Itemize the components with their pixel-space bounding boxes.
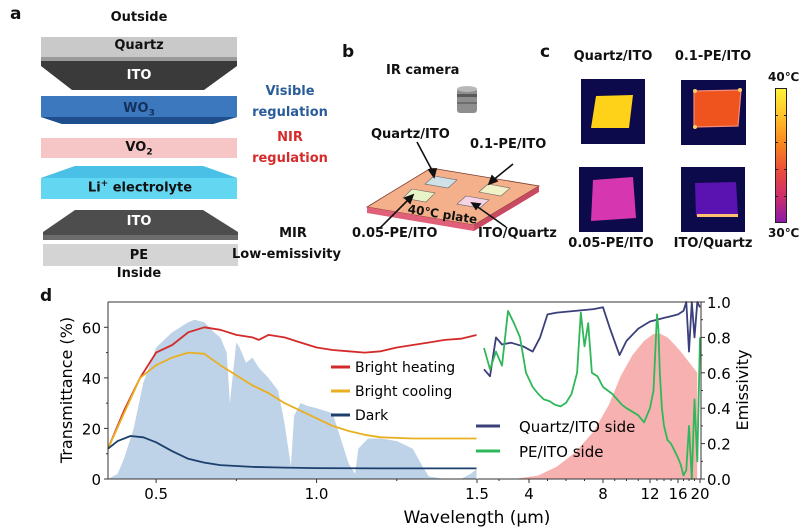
camera-icon	[457, 86, 477, 113]
ito-bottom-label: ITO	[126, 214, 152, 229]
y-axis-label-left: Transmittance (%)	[57, 317, 76, 464]
arrow-01-pe-ito	[491, 163, 514, 182]
x-tick-label-left: 0.5	[144, 485, 168, 503]
y-tick-label-left: 40	[82, 370, 101, 388]
visible-annotation-2: regulation	[252, 105, 328, 120]
sample-label-ito-quartz: ITO/Quartz	[478, 226, 557, 241]
thermal-image-01-pe-ito	[681, 80, 746, 145]
arrow-ito-quartz	[474, 204, 507, 228]
series-line-dark	[107, 435, 477, 470]
y-tick-label-left: 20	[82, 420, 101, 438]
nir-annotation-1: NIR	[277, 130, 303, 145]
y-tick-label-right: 0.0	[707, 471, 731, 489]
y-tick-label-left: 0	[91, 471, 101, 489]
legend-label: PE/ITO side	[519, 443, 603, 461]
outside-label: Outside	[110, 10, 168, 25]
y-tick-label-left: 60	[82, 319, 101, 337]
sample-label-01-pe-ito: 0.1-PE/ITO	[470, 137, 547, 152]
y-tick-label-right: 0.2	[707, 436, 731, 454]
sample-01-pe-ito	[478, 183, 511, 197]
hot-plate-side-right	[474, 186, 539, 231]
li-superscript: +	[100, 179, 109, 189]
arrow-005-pe-ito	[379, 197, 411, 229]
ito-top-layer	[41, 61, 237, 90]
nir-annotation-2: regulation	[252, 151, 328, 166]
temperature-colorbar	[775, 88, 787, 223]
thermal-image-ito-quartz	[681, 167, 745, 232]
thermal-label-quartz-ito: Quartz/ITO	[573, 49, 653, 64]
y-tick-label-right: 0.6	[707, 365, 731, 383]
series-line-bright-cooling	[107, 351, 477, 450]
sample-label-005-pe-ito: 0.05-PE/ITO	[352, 226, 438, 241]
thermal-label-ito-quartz: ITO/Quartz	[673, 236, 753, 251]
colorbar-max-label: 40℃	[768, 70, 800, 84]
series-line-pe-ito-side	[483, 309, 701, 480]
ito-top-label: ITO	[126, 68, 152, 83]
wo3-text: WO	[123, 101, 149, 116]
ir-setup-diagram	[365, 86, 541, 231]
thermal-label-01-pe-ito: 0.1-PE/ITO	[674, 49, 752, 64]
legend-label: Quartz/ITO side	[519, 418, 635, 436]
series-line-bright-heating	[107, 326, 478, 450]
blackbody-radiation-area	[484, 333, 698, 479]
wo3-label: WO3	[89, 101, 189, 119]
wo3-subscript: 3	[148, 108, 155, 119]
x-tick-label-left: 1.5	[465, 485, 489, 503]
x-tick-label-right: 12	[640, 485, 659, 503]
layer-stack-diagram	[41, 37, 238, 266]
panel-b-letter: b	[342, 42, 355, 62]
y-tick-label-right: 1.0	[707, 294, 731, 312]
sample-quartz-ito	[424, 175, 458, 189]
pe-layer	[43, 244, 238, 266]
thermal-label-005-pe-ito: 0.05-PE/ITO	[568, 236, 654, 251]
panel-a-letter: a	[10, 4, 22, 24]
y-axis-label-right: Emissivity	[733, 350, 752, 431]
li-text: Li	[87, 180, 101, 196]
vo2-text: VO	[125, 140, 147, 155]
wo3-layer-shadow	[41, 117, 237, 124]
vo2-subscript: 2	[146, 147, 153, 158]
ito-bottom-layer	[43, 210, 238, 240]
quartz-edge	[41, 57, 237, 61]
hot-plate-side-front	[367, 207, 474, 231]
electrolyte-text: electrolyte	[108, 180, 193, 196]
legend-label: Bright cooling	[355, 384, 452, 400]
thermal-image-005-pe-ito	[579, 167, 643, 232]
x-tick-label-right: 4	[524, 485, 534, 503]
panel-c-letter: c	[540, 42, 551, 62]
x-axis-label: Wavelength (μm)	[404, 508, 551, 528]
ir-camera-label: IR camera	[386, 63, 460, 78]
arrow-quartz-ito	[416, 141, 435, 175]
series-line-quartz-ito-side	[483, 301, 701, 378]
inside-label: Inside	[116, 266, 162, 281]
mir-annotation-2: Low-emissivity	[232, 247, 341, 262]
thermal-images	[579, 79, 746, 232]
y-tick-label-right: 0.8	[707, 329, 731, 347]
x-tick-label-left: 1.0	[305, 485, 329, 503]
pe-label: PE	[129, 248, 149, 263]
x-tick-label-right: 8	[598, 485, 608, 503]
vo2-layer	[41, 138, 237, 158]
thermal-image-quartz-ito	[581, 79, 645, 144]
electrolyte-top	[41, 166, 237, 178]
legend-label: Bright heating	[355, 360, 455, 376]
y-tick-label-right: 0.4	[707, 400, 731, 418]
legend-label: Dark	[355, 408, 389, 424]
quartz-label: Quartz	[114, 38, 164, 53]
vo2-label: VO2	[89, 140, 189, 158]
ito-bottom-edge	[43, 235, 238, 240]
mir-annotation-1: MIR	[279, 226, 307, 241]
electrolyte-label: Li+ electrolyte	[60, 179, 220, 195]
colorbar-ticks	[775, 88, 787, 223]
sample-label-quartz-ito: Quartz/ITO	[371, 127, 450, 142]
x-tick-label-right: 20	[690, 485, 709, 503]
colorbar-min-label: 30℃	[768, 226, 800, 240]
visible-annotation-1: Visible	[265, 84, 315, 99]
x-tick-label-right: 16	[668, 485, 687, 503]
quartz-layer	[41, 37, 237, 57]
panel-d-letter: d	[40, 286, 53, 306]
solar-spectrum-area	[108, 319, 477, 479]
